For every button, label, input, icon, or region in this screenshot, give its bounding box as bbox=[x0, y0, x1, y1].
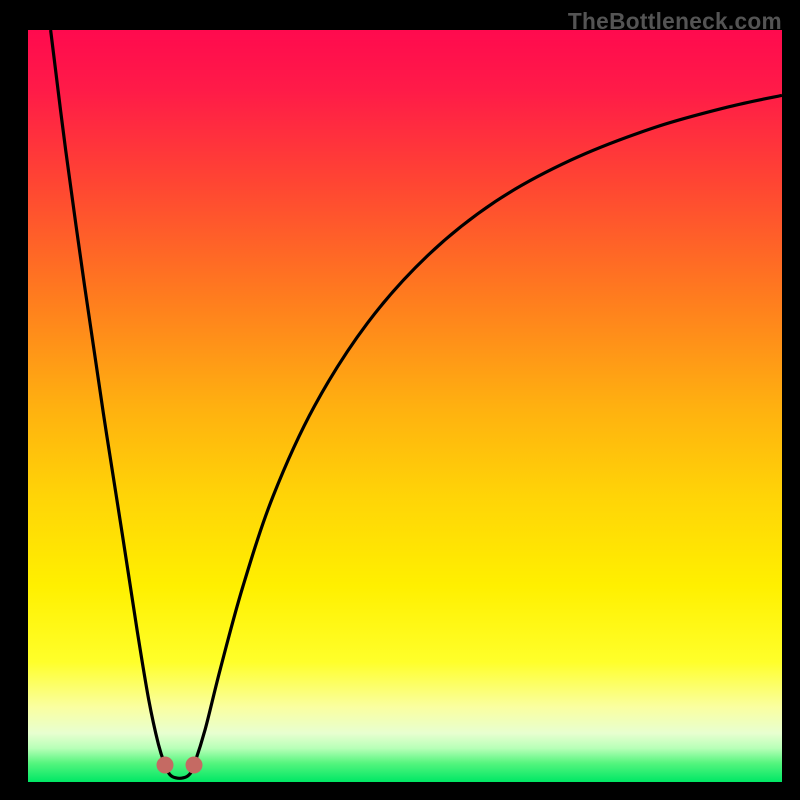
plot-area bbox=[28, 30, 782, 782]
curve-svg bbox=[28, 30, 782, 782]
bottleneck-curve bbox=[51, 30, 782, 778]
valley-marker-right bbox=[185, 757, 202, 774]
watermark-text: TheBottleneck.com bbox=[568, 8, 782, 35]
valley-marker-left bbox=[157, 757, 174, 774]
